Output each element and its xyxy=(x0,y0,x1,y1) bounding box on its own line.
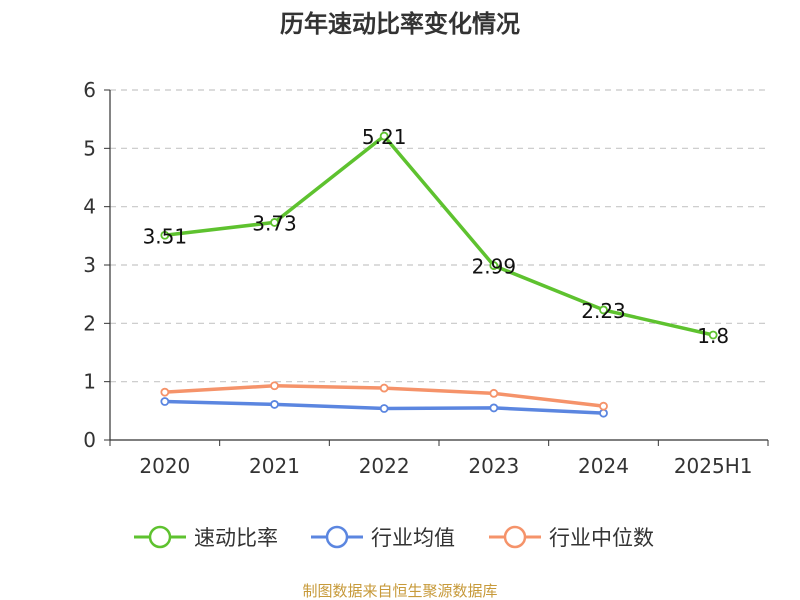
source-note: 制图数据来自恒生聚源数据库 xyxy=(302,582,497,600)
legend-marker xyxy=(503,525,527,549)
x-tick-label: 2023 xyxy=(468,454,519,478)
x-tick-label: 2025H1 xyxy=(674,454,753,478)
data-point xyxy=(489,261,499,270)
series-line xyxy=(164,134,714,337)
data-point xyxy=(160,387,170,397)
data-point xyxy=(379,383,389,393)
y-tick-label: 1 xyxy=(83,370,96,394)
y-tick-label: 0 xyxy=(83,428,96,452)
data-point xyxy=(270,381,279,391)
data-point xyxy=(160,230,170,240)
x-tick-label: 2022 xyxy=(359,454,410,478)
x-tick-label: 2020 xyxy=(139,454,190,478)
y-tick-label: 2 xyxy=(83,311,96,335)
data-point xyxy=(489,403,499,413)
data-label: 3.51 xyxy=(143,224,188,248)
data-label: 5.21 xyxy=(362,125,407,149)
y-tick-label: 3 xyxy=(83,253,96,277)
y-tick-label: 5 xyxy=(83,136,96,160)
legend-label: 速动比率 xyxy=(194,526,278,550)
data-point xyxy=(489,388,499,398)
data-point xyxy=(599,401,608,411)
legend-label: 行业均值 xyxy=(371,526,455,550)
x-tick-label: 2024 xyxy=(578,454,629,478)
data-label: 2.99 xyxy=(472,255,517,279)
series-group xyxy=(160,131,718,418)
legend-label: 行业中位数 xyxy=(549,526,654,550)
legend[interactable]: 速动比率 行业均值 行业中位数 xyxy=(134,525,654,550)
x-tick-label: 2021 xyxy=(249,454,300,478)
data-point xyxy=(599,305,608,315)
data-point xyxy=(270,400,279,409)
data-label: 3.73 xyxy=(252,211,297,235)
legend-marker xyxy=(148,525,172,549)
data-point xyxy=(379,404,389,413)
data-label: 1.8 xyxy=(697,324,729,348)
legend-marker xyxy=(325,525,349,549)
data-point xyxy=(379,131,389,141)
grid xyxy=(110,89,768,383)
data-label: 2.23 xyxy=(581,299,626,323)
y-tick-label: 6 xyxy=(83,78,96,102)
chart-title: 历年速动比率变化情况 xyxy=(280,10,520,38)
y-tick-label: 4 xyxy=(83,195,96,219)
data-labels: 3.51 3.73 5.21 2.99 2.23 1.8 xyxy=(143,125,730,348)
data-point xyxy=(160,397,170,406)
data-point xyxy=(270,218,279,227)
axes: 0 1 2 3 4 5 6 2020 2021 2022 2023 2024 2025H1 xyxy=(83,78,769,478)
data-point xyxy=(599,408,608,418)
data-point xyxy=(708,330,718,340)
